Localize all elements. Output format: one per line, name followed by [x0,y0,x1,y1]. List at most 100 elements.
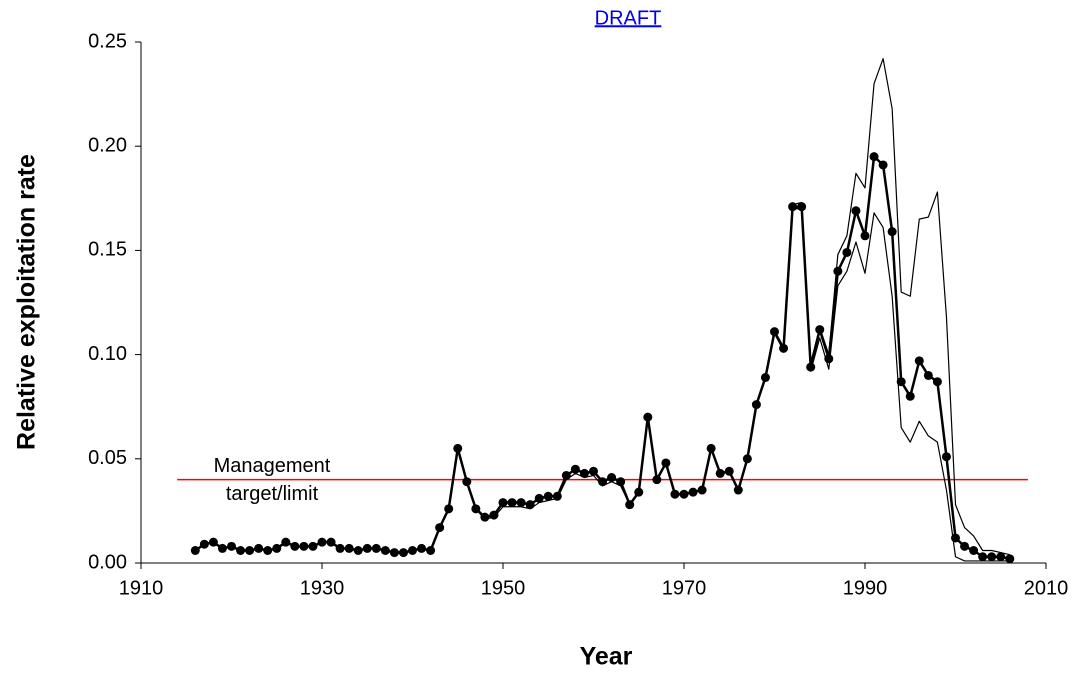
data-point [598,477,608,487]
data-point [770,327,779,337]
data-point [616,477,626,487]
data-point [272,543,282,553]
data-point [417,543,427,553]
data-point [371,543,381,553]
data-point [344,543,354,553]
data-point [543,491,553,501]
data-point [869,152,879,162]
data-point [444,504,454,514]
reference-label: target/limit [226,483,319,505]
data-point [426,545,436,555]
data-point [453,443,463,453]
data-point [254,543,264,553]
data-point [534,493,544,503]
data-point [607,473,617,483]
x-tick-label: 1970 [662,577,707,599]
x-tick-label: 2010 [1024,577,1069,599]
data-point [978,552,988,562]
data-point [362,543,372,553]
data-point [815,325,825,335]
reference-label: Management [214,455,331,477]
data-point [462,477,472,487]
data-point [887,227,897,237]
series-line [194,208,1010,562]
data-point [335,543,345,553]
data-point [851,206,861,216]
data-point [697,485,707,495]
data-point [281,537,291,547]
data-point [670,489,680,499]
data-point [507,498,517,508]
data-point [498,498,508,508]
y-tick-label: 0.25 [88,30,127,52]
data-point [996,552,1006,562]
data-point [706,443,716,453]
data-point [326,537,336,547]
data-point [715,468,725,478]
data-point [688,487,698,497]
data-point [625,500,635,510]
data-point [389,548,399,558]
data-point [589,466,598,476]
data-point [797,202,807,212]
data-point [806,362,816,372]
data-point [652,475,662,485]
data-point [471,504,481,514]
data-point [724,466,734,476]
data-point [643,412,653,422]
data-point [263,545,273,555]
y-tick-label: 0.05 [88,447,127,469]
y-tick-label: 0.00 [88,551,127,573]
data-point [661,458,671,468]
data-point [1005,554,1015,564]
data-point [905,391,915,401]
y-axis-title: Relative exploitation rate [13,154,41,450]
y-tick-label: 0.10 [88,343,127,365]
y-tick-label: 0.20 [88,134,127,156]
data-point [779,343,789,353]
data-point [788,202,798,212]
data-point [987,552,997,562]
data-point [833,266,843,276]
x-axis-title: Year [580,643,633,671]
data-point [227,541,236,551]
data-point [380,545,390,555]
data-point [435,523,445,533]
data-point [199,539,209,549]
x-tick-label: 1910 [119,577,164,599]
data-point [480,512,490,522]
data-point [960,541,970,551]
data-point [969,545,979,555]
data-point [824,354,834,364]
data-point [217,543,227,553]
data-point [941,452,951,462]
x-tick-label: 1990 [843,577,888,599]
data-point [733,485,743,495]
data-point [236,545,246,555]
data-point [742,454,752,464]
data-point [525,500,535,510]
data-point [190,545,200,555]
y-tick-label: 0.15 [88,239,127,261]
data-point [408,545,417,555]
data-point [353,545,363,555]
data-point [317,537,327,547]
data-point [308,541,318,551]
data-point [561,470,571,480]
data-point [914,356,924,366]
data-point [860,231,870,241]
data-point [489,510,499,520]
data-point [208,537,218,547]
data-point [679,489,689,499]
x-tick-label: 1950 [481,577,526,599]
data-point [951,533,960,543]
data-point [760,373,770,383]
data-point [299,541,309,551]
data-point [570,464,580,474]
x-tick-label: 1930 [300,577,345,599]
data-point [516,498,526,508]
chart-title: DRAFT [595,7,662,29]
data-point [552,491,562,501]
data-point [579,468,589,478]
